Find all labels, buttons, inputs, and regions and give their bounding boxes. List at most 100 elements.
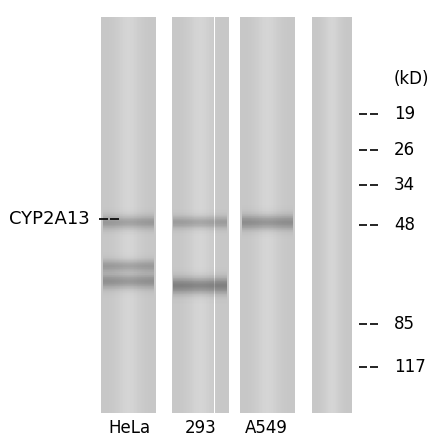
Bar (339, 18, 340, 413)
Bar (173, 286, 227, 287)
Bar (123, 18, 125, 413)
Bar (103, 281, 154, 282)
Bar (242, 225, 293, 226)
Bar (103, 210, 154, 211)
Bar (277, 18, 278, 413)
Bar (105, 18, 106, 413)
Bar (103, 215, 154, 216)
Bar (103, 238, 154, 239)
Bar (322, 18, 323, 413)
Bar (103, 273, 154, 274)
Bar (242, 217, 293, 218)
Bar (103, 208, 154, 209)
Bar (314, 18, 315, 413)
Bar (173, 307, 227, 308)
Bar (173, 270, 227, 271)
Bar (103, 234, 154, 235)
Bar (173, 237, 227, 238)
Bar (103, 235, 154, 236)
Bar (209, 18, 210, 413)
Bar (193, 18, 194, 413)
Bar (173, 222, 227, 223)
Bar (242, 238, 293, 239)
Text: 19: 19 (394, 105, 415, 123)
Bar (103, 281, 154, 282)
Bar (332, 18, 333, 413)
Bar (173, 295, 227, 296)
Bar (103, 236, 154, 237)
Bar (173, 274, 227, 275)
Text: A549: A549 (245, 419, 288, 437)
Bar (242, 214, 293, 215)
Bar (242, 202, 293, 203)
Bar (242, 233, 293, 234)
Bar (242, 240, 293, 241)
Bar (103, 205, 154, 206)
Bar (150, 18, 152, 413)
Bar (203, 18, 205, 413)
Bar (329, 18, 330, 413)
Bar (258, 18, 259, 413)
Bar (173, 224, 227, 225)
Bar (139, 18, 141, 413)
Bar (343, 18, 344, 413)
Bar (320, 18, 321, 413)
Bar (337, 18, 338, 413)
Bar (173, 208, 227, 209)
Bar (173, 265, 227, 266)
Bar (252, 18, 253, 413)
Bar (173, 234, 227, 235)
Bar (103, 293, 154, 294)
Bar (242, 226, 293, 227)
Bar (199, 18, 200, 413)
Bar (259, 18, 260, 413)
Bar (103, 225, 154, 226)
Bar (242, 218, 293, 219)
Bar (103, 203, 154, 204)
Bar (103, 262, 154, 263)
Bar (206, 18, 207, 413)
Bar (173, 292, 227, 293)
Bar (103, 252, 154, 253)
Bar (173, 219, 227, 220)
Bar (173, 285, 227, 286)
Bar (103, 265, 154, 266)
Bar (103, 270, 154, 271)
Bar (118, 18, 119, 413)
Bar (173, 308, 227, 309)
Bar (205, 18, 206, 413)
Bar (173, 281, 227, 282)
Bar (179, 18, 180, 413)
Bar (242, 230, 293, 231)
Bar (172, 18, 173, 413)
Bar (184, 18, 186, 413)
Bar (281, 18, 282, 413)
Bar (103, 294, 154, 295)
Bar (103, 249, 154, 250)
Bar (103, 290, 154, 291)
Bar (173, 304, 227, 305)
Bar (103, 298, 154, 299)
Bar (103, 267, 154, 268)
Bar (103, 212, 154, 213)
Text: 85: 85 (394, 315, 415, 333)
Bar (173, 288, 227, 289)
Bar (103, 276, 154, 277)
Bar (103, 209, 154, 210)
Bar (173, 298, 227, 299)
Bar (103, 226, 154, 227)
Bar (137, 18, 138, 413)
Bar (242, 205, 293, 206)
Bar (242, 213, 293, 214)
Bar (202, 18, 203, 413)
Bar (242, 206, 293, 207)
Bar (312, 18, 313, 413)
Bar (103, 18, 104, 413)
Bar (103, 251, 154, 252)
Bar (103, 213, 154, 214)
Bar (282, 18, 284, 413)
Bar (114, 18, 115, 413)
Bar (103, 269, 154, 270)
Bar (200, 18, 202, 413)
Bar (173, 236, 227, 237)
